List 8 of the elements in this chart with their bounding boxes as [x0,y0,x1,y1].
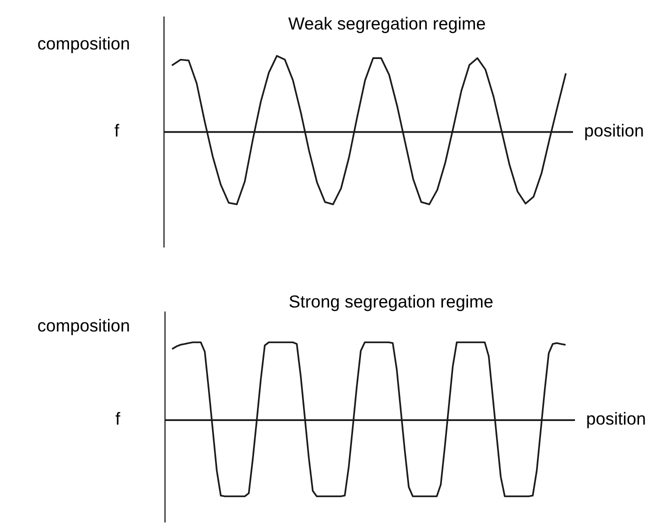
y-axis-title: composition [38,318,129,336]
chart-title: Weak segregation regime [288,16,485,34]
x-axis-title: position [585,124,643,140]
ref-line-label: f [114,124,120,136]
ref-line-label: f [116,412,120,425]
y-axis-title: composition [38,36,129,54]
chart-title: Strong segregation regime [290,294,493,312]
x-axis-title: position [587,412,645,428]
